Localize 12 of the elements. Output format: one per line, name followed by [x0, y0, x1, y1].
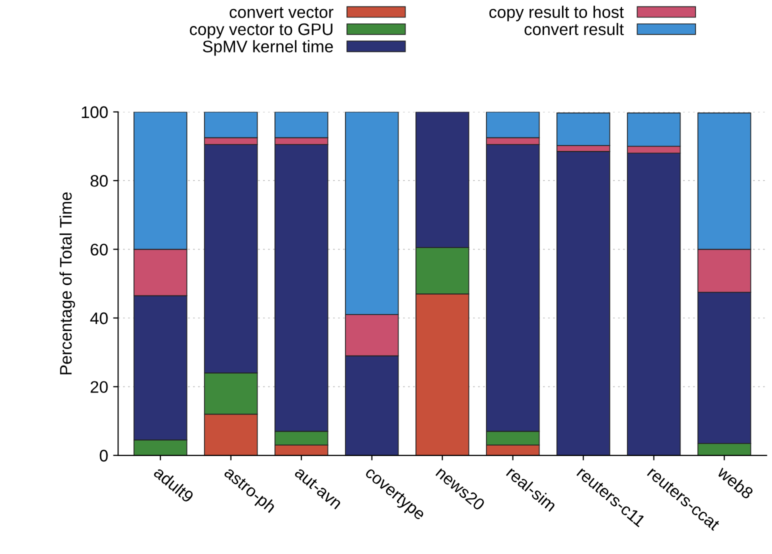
y-tick-label: 100 — [82, 106, 108, 118]
legend-label: SpMV kernel time — [202, 40, 333, 56]
legend-label: convert vector — [230, 7, 334, 18]
y-tick-label: 0 — [100, 450, 108, 462]
y-tick-label: 80 — [90, 175, 108, 187]
y-axis-title: Percentage of Total Time — [59, 192, 76, 374]
y-tick-label: 60 — [90, 244, 108, 256]
legend-label: copy result to host — [489, 6, 624, 22]
legend-label: copy vector to GPU — [190, 23, 332, 38]
y-tick-label: 40 — [90, 312, 108, 324]
y-tick-label: 20 — [90, 381, 108, 393]
legend-label: convert result — [524, 22, 624, 36]
